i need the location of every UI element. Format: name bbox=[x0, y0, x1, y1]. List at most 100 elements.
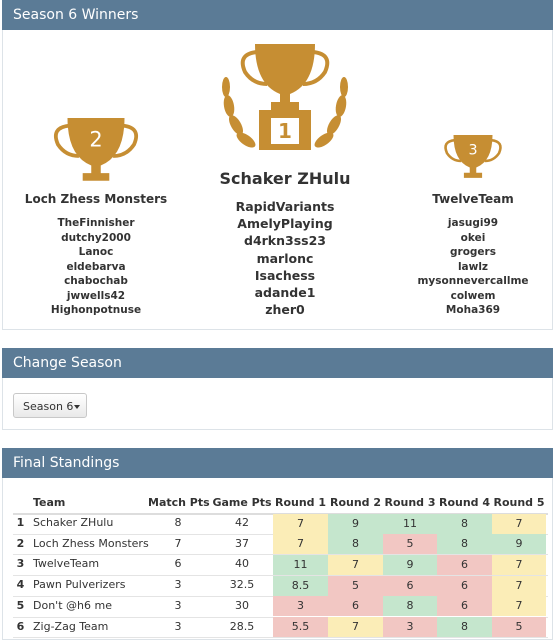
round-score: 11 bbox=[383, 513, 437, 534]
column-header: Round 4 bbox=[438, 496, 491, 509]
match-pts: 3 bbox=[174, 619, 182, 633]
player-name: Lanoc bbox=[78, 246, 114, 258]
player-name: zher0 bbox=[265, 302, 305, 318]
column-header: Round 5 bbox=[493, 496, 545, 509]
button-label: Season 6 bbox=[23, 400, 74, 413]
round-score: 5 bbox=[328, 575, 383, 596]
round-score: 5 bbox=[383, 534, 437, 555]
player-name: mysonnevercallme bbox=[417, 275, 529, 287]
round-score: 6 bbox=[328, 596, 383, 617]
game-pts: 32.5 bbox=[229, 578, 255, 592]
player-name: okei bbox=[460, 231, 486, 244]
match-pts: 3 bbox=[174, 598, 182, 612]
rank: 1 bbox=[278, 119, 292, 143]
player-name: RapidVariants bbox=[235, 199, 335, 214]
trophy bbox=[240, 50, 330, 86]
game-pts: 37 bbox=[235, 536, 249, 550]
player-name: chabochab bbox=[64, 275, 128, 287]
player-name: adande1 bbox=[254, 285, 316, 300]
rank: 2 bbox=[89, 128, 102, 152]
trophy bbox=[53, 123, 139, 158]
rank: 3 bbox=[468, 143, 477, 159]
round-score: 3 bbox=[383, 617, 437, 637]
trophy bbox=[444, 138, 502, 163]
team-name: Schaker ZHulu bbox=[219, 169, 351, 188]
round-score: 7 bbox=[328, 617, 383, 637]
player-name: colwem bbox=[450, 289, 496, 302]
round-score: 7 bbox=[492, 513, 546, 534]
round-score: 9 bbox=[492, 534, 546, 555]
rank: 4 bbox=[16, 578, 25, 592]
round-score: 7 bbox=[328, 554, 383, 575]
column-header: Game Pts bbox=[212, 496, 272, 509]
column-header: Round 1 bbox=[274, 496, 327, 509]
rank: 2 bbox=[16, 536, 25, 550]
round-score: 9 bbox=[383, 554, 437, 575]
match-pts: 6 bbox=[174, 557, 182, 571]
player-name: dutchy2000 bbox=[61, 231, 131, 244]
trophy bbox=[67, 118, 125, 181]
panel-title: Change Season bbox=[2, 348, 553, 378]
match-pts: 3 bbox=[174, 578, 182, 592]
round-score: 7 bbox=[273, 534, 328, 555]
trophy bbox=[453, 135, 493, 178]
team-name: Loch Zhess Monsters bbox=[24, 192, 168, 206]
column-header: Match Pts bbox=[148, 496, 210, 509]
rank: 3 bbox=[16, 557, 25, 571]
column-header: Round 2 bbox=[329, 496, 382, 509]
player-name: eldebarva bbox=[66, 260, 126, 273]
round-score: 8 bbox=[437, 617, 492, 637]
game-pts: 28.5 bbox=[229, 619, 255, 633]
team: Pawn Pulverizers bbox=[33, 578, 126, 592]
player-name: Isachess bbox=[254, 267, 316, 283]
round-score: 7 bbox=[492, 596, 546, 617]
team-name: TwelveTeam bbox=[432, 192, 514, 206]
column-header: Team bbox=[33, 496, 66, 509]
round-score: 8 bbox=[328, 534, 383, 555]
team: Loch Zhess Monsters bbox=[33, 536, 149, 550]
player-name: lawlz bbox=[457, 260, 489, 273]
round-score: 8 bbox=[437, 534, 492, 555]
team: Zig-Zag Team bbox=[33, 619, 109, 633]
round-score: 11 bbox=[273, 554, 328, 575]
round-score: 6 bbox=[437, 596, 492, 617]
laurels bbox=[222, 77, 348, 148]
match-pts: 8 bbox=[174, 516, 182, 529]
row-rule bbox=[13, 637, 548, 639]
round-score: 6 bbox=[437, 554, 492, 575]
player-name: grogers bbox=[450, 246, 496, 258]
match-pts: 7 bbox=[174, 536, 182, 550]
player-name: Highonpotnuse bbox=[50, 304, 142, 316]
round-score: 6 bbox=[437, 575, 492, 596]
panel-title: Final Standings bbox=[2, 448, 553, 478]
round-score: 5 bbox=[492, 617, 546, 637]
player-name: TheFinnisher bbox=[57, 217, 135, 229]
round-score: 8.5 bbox=[273, 575, 328, 596]
player-name: marlonc bbox=[256, 250, 314, 266]
team: Don't @h6 me bbox=[33, 598, 112, 612]
player-name: jwwells42 bbox=[66, 289, 126, 302]
round-score: 8 bbox=[383, 596, 437, 617]
round-score: 8 bbox=[437, 513, 492, 534]
trophies: 1 2 3 bbox=[53, 44, 502, 181]
column-header: Round 3 bbox=[384, 496, 436, 509]
rank: 1 bbox=[16, 516, 25, 529]
round-score: 5.5 bbox=[273, 617, 328, 637]
team: Schaker ZHulu bbox=[33, 516, 114, 529]
round-score: 7 bbox=[273, 513, 328, 534]
game-pts: 42 bbox=[235, 516, 249, 529]
round-score: 9 bbox=[328, 513, 383, 534]
team: TwelveTeam bbox=[33, 557, 100, 571]
player-name: AmelyPlaying bbox=[237, 216, 333, 232]
season-dropdown[interactable]: Season 6 bbox=[13, 393, 87, 418]
panel-title: Season 6 Winners bbox=[2, 0, 553, 30]
rank: 6 bbox=[16, 619, 25, 633]
player-name: Moha369 bbox=[445, 304, 501, 316]
round-score: 6 bbox=[383, 575, 437, 596]
round-score: 7 bbox=[492, 554, 546, 575]
round-score: 7 bbox=[492, 575, 546, 596]
plaque bbox=[271, 118, 299, 144]
game-pts: 40 bbox=[235, 557, 249, 571]
caret bbox=[74, 405, 80, 409]
player-name: jasugi99 bbox=[447, 217, 499, 229]
